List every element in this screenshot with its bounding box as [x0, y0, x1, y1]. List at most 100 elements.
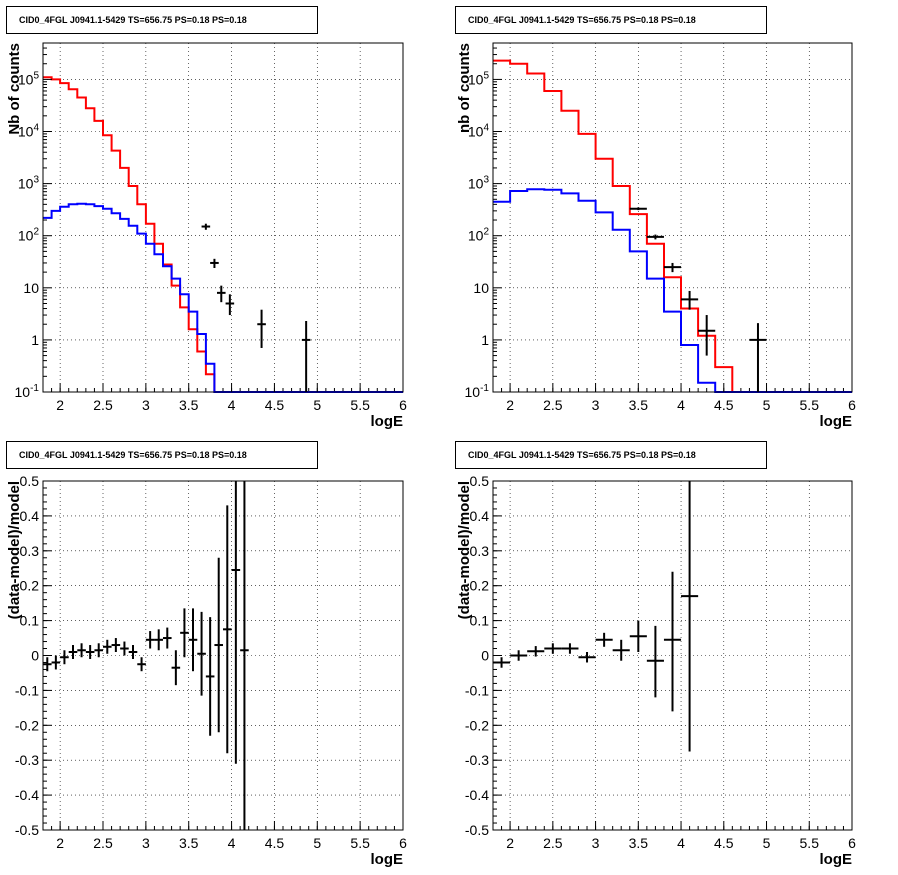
- x-axis-label: logE: [820, 413, 853, 430]
- chart-panel-3: 2 2.5 3 3.5 4 4.5 5 5.5 6 -0.5 -0.4 -0.3 -0.2 -0.1 0 0.…: [6, 473, 407, 868]
- x-tick-label: 5: [763, 835, 771, 851]
- y-tick-label: 0.3: [20, 543, 40, 559]
- y-tick-label: 102: [468, 227, 490, 244]
- y-tick-label: 0: [481, 648, 489, 664]
- x-tick-label: 3.5: [179, 397, 199, 413]
- x-tick-label: 4.5: [265, 397, 285, 413]
- y-tick-label: 0.5: [470, 473, 490, 489]
- x-tick-label: 2.5: [93, 397, 113, 413]
- y-tick-label: 10: [23, 280, 39, 296]
- x-tick-label: 3: [142, 397, 150, 413]
- chart-title-4: CID0_4FGL J0941.1-5429 TS=656.75 PS=0.18…: [455, 441, 767, 469]
- y-tick-label: -0.2: [465, 717, 489, 733]
- data-point: [201, 223, 211, 230]
- x-tick-label: 6: [399, 397, 407, 413]
- data-point: [103, 639, 112, 654]
- plot-frame: [492, 42, 853, 393]
- y-tick-label: 0.4: [470, 508, 490, 524]
- data-point: [128, 645, 138, 659]
- x-tick-label: 4.5: [265, 835, 285, 851]
- x-tick-label: 3.5: [629, 397, 649, 413]
- chart-title-2: CID0_4FGL J0941.1-5429 TS=656.75 PS=0.18…: [455, 6, 767, 34]
- data-point: [612, 639, 630, 661]
- x-tick-label: 4: [228, 835, 236, 851]
- data-point: [663, 262, 682, 273]
- x-tick-label: 4.5: [714, 397, 734, 413]
- data-point: [111, 638, 121, 653]
- data-point: [698, 315, 716, 356]
- x-tick-label: 5.5: [800, 835, 820, 851]
- data-point: [527, 646, 545, 657]
- chart-panel-1: 2 2.5 3 3.5 4 4.5 5 5.5 6 10-1 1 10 102 103 104 105 logE…: [6, 42, 407, 430]
- x-axis-label: logE: [820, 851, 853, 868]
- x-tick-label: 4.5: [714, 835, 734, 851]
- x-tick-label: 2.5: [543, 397, 563, 413]
- x-tick-label: 3.5: [629, 835, 649, 851]
- y-tick-label: 105: [468, 70, 490, 87]
- x-tick-label: 2.5: [543, 835, 563, 851]
- data-point: [225, 294, 235, 316]
- x-tick-label: 3: [592, 397, 600, 413]
- data-point: [154, 629, 163, 651]
- y-tick-label: 103: [468, 175, 490, 192]
- data-point: [68, 645, 78, 659]
- x-tick-label: 6: [848, 835, 856, 851]
- x-tick-label: 5.5: [800, 397, 820, 413]
- data-point: [180, 608, 189, 658]
- x-tick-label: 4: [677, 397, 685, 413]
- y-tick-label: 0.4: [20, 508, 40, 524]
- y-tick-label: 0.1: [20, 613, 40, 629]
- x-tick-label: 2: [506, 835, 514, 851]
- data-point: [94, 643, 103, 658]
- y-tick-label: -0.1: [15, 682, 39, 698]
- x-tick-label: 5: [313, 835, 321, 851]
- x-axis-label: logE: [371, 851, 404, 868]
- data-point: [145, 631, 155, 649]
- y-tick-label: -0.4: [15, 787, 39, 803]
- data-point: [629, 207, 647, 211]
- y-tick-label: 10-1: [15, 383, 40, 400]
- x-tick-label: 4: [228, 397, 236, 413]
- y-tick-label: 0.5: [20, 473, 40, 489]
- data-point: [595, 632, 613, 647]
- data-point: [60, 650, 69, 665]
- y-tick-label: 0.2: [470, 578, 490, 594]
- data-point: [544, 643, 562, 654]
- data-point: [681, 481, 699, 752]
- y-tick-label: 10: [473, 280, 489, 296]
- y-tick-label: 1: [31, 332, 39, 348]
- chart-title-3: CID0_4FGL J0941.1-5429 TS=656.75 PS=0.18…: [6, 441, 318, 469]
- y-tick-label: 102: [18, 227, 40, 244]
- data-point: [646, 625, 664, 698]
- x-tick-label: 2.5: [93, 835, 113, 851]
- data-point: [578, 652, 596, 663]
- y-tick-label: -0.2: [15, 717, 39, 733]
- x-tick-label: 5: [313, 397, 321, 413]
- y-tick-label: -0.5: [465, 822, 489, 838]
- x-axis-label: logE: [371, 413, 404, 430]
- x-tick-label: 5: [763, 397, 771, 413]
- data-point: [171, 650, 181, 686]
- data-point: [163, 627, 172, 649]
- y-axis-label: (data-model)/model: [6, 481, 23, 619]
- y-tick-label: -0.3: [15, 752, 39, 768]
- y-tick-label: -0.1: [465, 682, 489, 698]
- data-point: [510, 650, 528, 661]
- y-axis-label: (data-model)/model: [456, 481, 473, 619]
- data-point: [120, 641, 129, 656]
- x-tick-label: 3: [142, 835, 150, 851]
- x-tick-label: 6: [399, 835, 407, 851]
- y-tick-label: 105: [18, 70, 40, 87]
- data-point: [137, 657, 146, 672]
- x-tick-label: 3: [592, 835, 600, 851]
- data-point: [223, 505, 232, 754]
- x-tick-label: 5.5: [350, 835, 370, 851]
- x-tick-label: 5.5: [350, 397, 370, 413]
- data-point: [43, 657, 52, 672]
- data-point: [663, 571, 682, 712]
- y-tick-label: 104: [18, 123, 40, 140]
- y-tick-label: 10-1: [465, 383, 490, 400]
- data-point: [629, 620, 647, 653]
- y-tick-label: 104: [468, 123, 490, 140]
- plot-frame: [42, 42, 404, 393]
